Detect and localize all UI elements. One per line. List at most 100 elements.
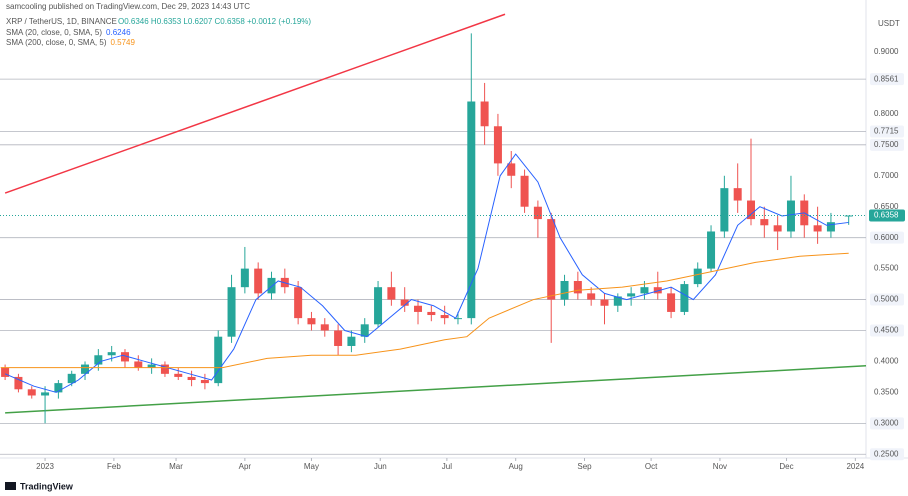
symbol: XRP / TetherUS, 1D, BINANCE <box>6 17 117 26</box>
tick-box <box>870 417 904 430</box>
candle-body <box>400 299 409 306</box>
candle-body <box>81 364 90 374</box>
candle-body <box>533 206 542 220</box>
candle-body <box>334 330 343 346</box>
tick-box <box>870 293 904 306</box>
candle-body <box>844 215 853 217</box>
x-tick-label: Sep <box>577 462 592 471</box>
candle-body <box>453 318 462 320</box>
candle-body <box>307 318 316 325</box>
x-tick-label: 2024 <box>846 462 864 471</box>
candle-body <box>640 287 649 294</box>
candle-body <box>94 355 103 365</box>
legend-name: SMA (200, close, 0, SMA, 5) <box>6 38 107 47</box>
y-tick-label: 0.8561 <box>874 74 899 83</box>
y-tick-label: 0.5500 <box>874 264 899 273</box>
candle-body <box>14 376 23 390</box>
candle-body <box>200 380 209 384</box>
legend-value: 0.5749 <box>110 38 135 47</box>
candle-body <box>107 352 116 356</box>
y-tick-label: 0.5000 <box>874 295 899 304</box>
y-tick-label: 0.6000 <box>874 233 899 242</box>
candle-body <box>320 324 329 331</box>
candle-body <box>1 367 10 377</box>
candle-body <box>360 324 369 337</box>
logo: TradingView <box>20 481 74 491</box>
candle-body <box>653 287 662 294</box>
candle-body <box>520 175 529 207</box>
candle-body <box>667 293 676 312</box>
candle-body <box>613 296 622 306</box>
candle-body <box>480 101 489 127</box>
y-tick-label: 0.7715 <box>874 127 899 136</box>
candle-body <box>187 376 196 381</box>
candle-body <box>147 364 156 368</box>
candle-body <box>493 126 502 164</box>
candle-body <box>560 280 569 300</box>
x-tick-label: Aug <box>509 462 523 471</box>
candle-body <box>707 231 716 269</box>
trendline <box>4 13 506 194</box>
y-tick-label: 0.6500 <box>874 202 899 211</box>
candle-body <box>600 299 609 306</box>
candle-body <box>507 163 516 176</box>
x-tick-label: Jun <box>374 462 387 471</box>
candle-body <box>587 293 596 300</box>
x-tick-label: Oct <box>645 462 658 471</box>
trendline <box>5 365 867 414</box>
sma-line <box>0 252 849 369</box>
logo-icon <box>5 482 16 490</box>
y-tick-label: 0.2500 <box>874 449 899 458</box>
legend-value: 0.6246 <box>106 28 131 37</box>
candle-body <box>67 373 76 384</box>
candle-body <box>267 277 276 294</box>
candle-body <box>214 336 223 384</box>
candle-body <box>41 392 50 396</box>
last-price-box <box>869 209 905 222</box>
x-tick-label: May <box>304 462 319 471</box>
candle-body <box>347 336 356 346</box>
y-tick-label: 0.8000 <box>874 109 899 118</box>
tick-box <box>870 138 904 151</box>
x-tick-label: 2023 <box>36 462 54 471</box>
y-tick-label: 0.7500 <box>874 140 899 149</box>
candle-body <box>747 200 756 220</box>
candle-body <box>374 287 383 325</box>
candle-body <box>786 200 795 232</box>
x-tick-label: Dec <box>779 462 793 471</box>
candle-body <box>227 287 236 337</box>
currency: USDT <box>878 19 900 28</box>
candle-body <box>160 364 169 374</box>
candle-body <box>174 373 183 377</box>
candle-body <box>680 284 689 312</box>
candle-body <box>440 315 449 319</box>
y-tick-label: 0.4500 <box>874 326 899 335</box>
last-price-label: 0.6358 <box>874 211 899 220</box>
ohlc: O0.6346 H0.6353 L0.6207 C0.6358 +0.0012 … <box>118 17 311 26</box>
candle-body <box>240 268 249 288</box>
y-tick-label: 0.4000 <box>874 357 899 366</box>
candle-body <box>254 268 263 294</box>
y-tick-label: 0.7000 <box>874 171 899 180</box>
candle-body <box>547 219 556 300</box>
candle-body <box>693 268 702 285</box>
y-tick-label: 0.3000 <box>874 418 899 427</box>
candle-body <box>573 280 582 294</box>
x-tick-label: Nov <box>713 462 727 471</box>
x-tick-label: Apr <box>239 462 252 471</box>
legend-name: SMA (20, close, 0, SMA, 5) <box>6 28 102 37</box>
x-tick-label: Mar <box>169 462 183 471</box>
tick-box <box>870 324 904 337</box>
candle-body <box>54 383 63 393</box>
candle-body <box>773 225 782 232</box>
candle-body <box>414 305 423 312</box>
tick-box <box>870 448 904 461</box>
candle-body <box>27 389 36 396</box>
candle-body <box>813 225 822 232</box>
sma-line <box>4 153 849 393</box>
candle-body <box>387 287 396 300</box>
tick-box <box>870 125 904 138</box>
candle-body <box>627 293 636 297</box>
tick-box <box>870 73 904 86</box>
